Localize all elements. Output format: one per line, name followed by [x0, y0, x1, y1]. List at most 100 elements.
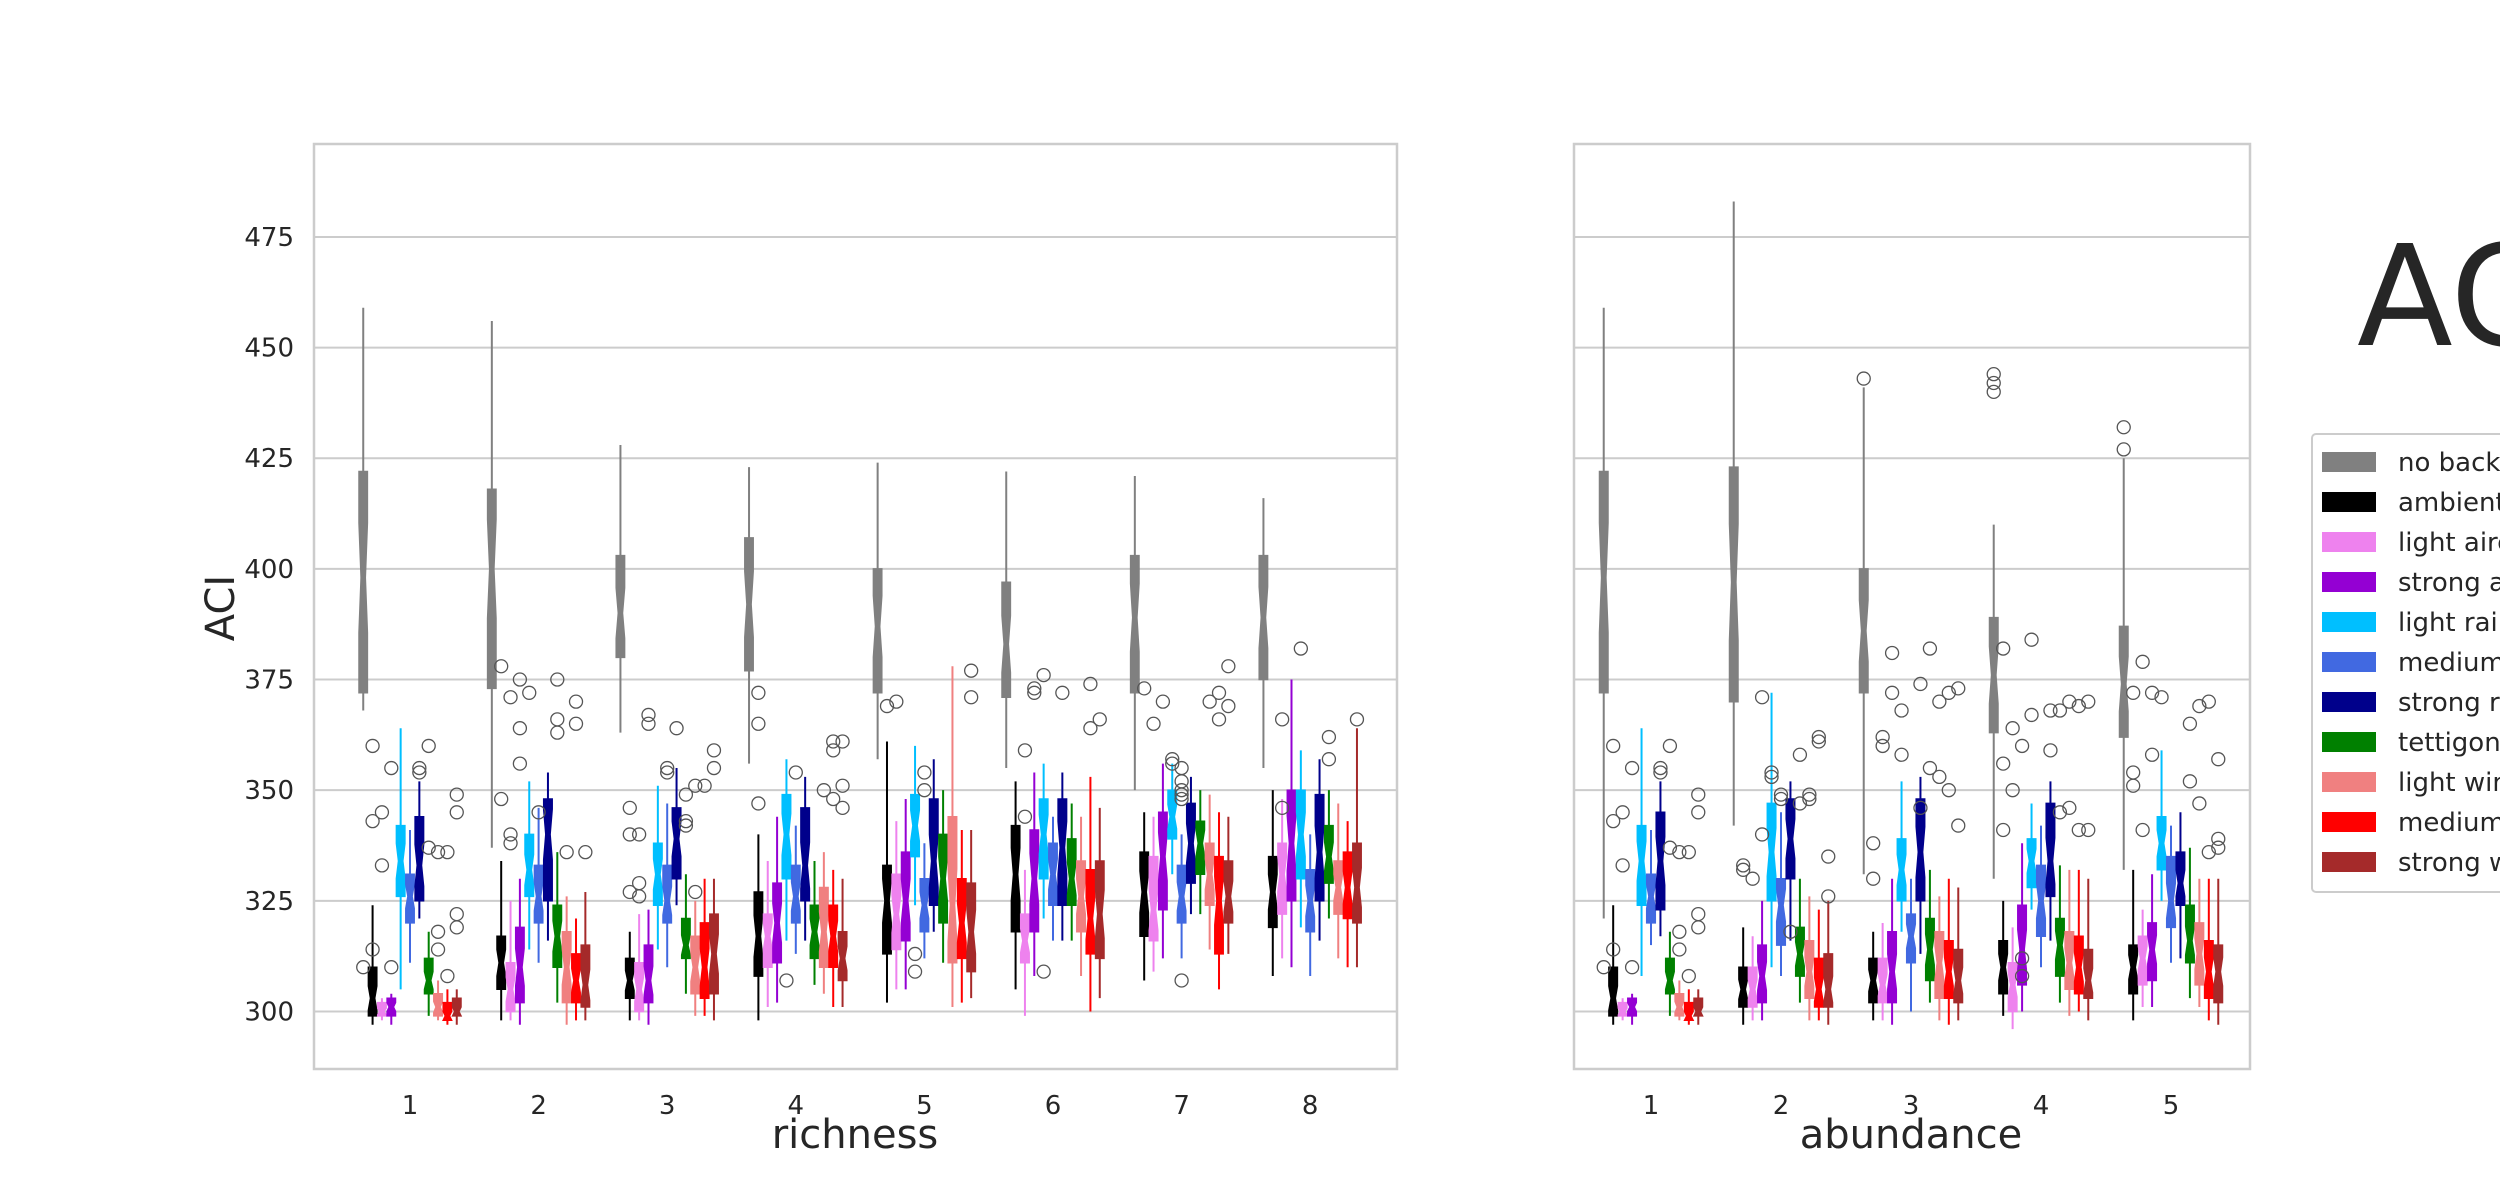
outlier-point	[365, 814, 380, 829]
outlier-point	[2201, 844, 2216, 860]
box	[1924, 917, 1935, 982]
outlier-point	[1681, 968, 1696, 984]
box	[1223, 860, 1234, 924]
box-no-background	[1258, 498, 1269, 769]
outlier-point	[917, 765, 932, 780]
outlier-point	[1691, 920, 1706, 935]
box-light-wind	[818, 852, 829, 994]
box-ambient	[1267, 790, 1278, 977]
box	[2118, 625, 2129, 738]
legend-label: no backg	[2398, 448, 2500, 478]
x-axis-label-richness: richness	[772, 1112, 939, 1158]
box	[561, 931, 572, 1004]
legend-swatch	[2322, 772, 2376, 792]
outlier-point	[440, 968, 455, 984]
outlier-point	[578, 844, 593, 860]
box	[395, 824, 406, 898]
box	[781, 793, 792, 880]
box	[947, 815, 958, 964]
outlier-point	[631, 889, 647, 904]
outlier-point	[678, 814, 694, 829]
x-tick-label: 4	[2033, 1091, 2050, 1121]
outlier-point	[1083, 721, 1098, 736]
box	[1066, 838, 1077, 906]
outlier-point	[2182, 774, 2198, 789]
box-light-aircraft	[376, 998, 387, 1021]
box	[514, 926, 525, 1004]
box-strong-rain	[1655, 781, 1666, 937]
box	[552, 904, 563, 968]
box	[624, 957, 635, 999]
box-light-aircraft	[2137, 909, 2148, 1008]
outlier-point	[816, 783, 832, 798]
outlier-point	[1773, 791, 1789, 807]
box-medium-rain	[919, 843, 930, 959]
box	[1214, 855, 1224, 955]
box	[1692, 997, 1704, 1017]
outlier-point	[1996, 641, 2011, 656]
box-strong-wind	[2213, 878, 2224, 1025]
outlier-point	[1165, 756, 1180, 771]
outlier-point	[503, 690, 518, 705]
outlier-point	[1736, 862, 1751, 877]
legend-label: medium	[2398, 648, 2500, 678]
outlier-point	[1615, 805, 1630, 820]
box	[643, 944, 654, 1004]
outlier-point	[1027, 685, 1042, 700]
outlier-point	[2182, 716, 2198, 731]
outlier-point	[1672, 942, 1687, 957]
plot-area	[314, 144, 1397, 1069]
outlier-point	[1913, 800, 1928, 816]
box	[2165, 855, 2177, 929]
box-light-rain	[395, 728, 406, 990]
box	[1617, 1001, 1628, 1017]
outlier-point	[1802, 791, 1817, 807]
box	[1185, 802, 1196, 884]
box	[1747, 966, 1758, 1008]
box-ambient	[1868, 931, 1879, 1021]
outlier-point	[2043, 743, 2058, 758]
box-ambient	[1738, 927, 1749, 1025]
x-tick-label: 1	[1643, 1091, 1660, 1121]
outlier-point	[2005, 783, 2020, 798]
outlier-point	[1321, 729, 1337, 745]
box	[376, 1001, 387, 1017]
outlier-point	[2071, 698, 2086, 714]
box-light-rain	[2026, 803, 2037, 910]
box	[1757, 944, 1768, 1004]
outlier-point	[2071, 822, 2086, 838]
box	[1286, 789, 1297, 902]
box-tettigonia	[809, 860, 820, 985]
box-no-background	[1001, 471, 1012, 769]
outlier-point	[1884, 645, 1900, 661]
outlier-point	[1349, 712, 1365, 727]
box	[2203, 939, 2214, 999]
box	[753, 891, 764, 977]
box	[1598, 470, 1609, 694]
box-medium-wind	[1683, 989, 1695, 1025]
outlier-point	[826, 734, 841, 749]
outlier-point	[907, 964, 923, 979]
outlier-point	[1036, 964, 1051, 979]
box-light-aircraft	[1148, 816, 1159, 972]
box	[386, 997, 397, 1017]
outlier-point	[1653, 765, 1668, 780]
box-light-aircraft	[891, 821, 902, 990]
outlier-point	[917, 783, 932, 798]
outlier-point	[826, 791, 841, 807]
box-strong-wind	[966, 830, 977, 999]
box	[1029, 829, 1040, 933]
legend-swatch	[2322, 532, 2376, 552]
box-strong-wind	[837, 878, 848, 1008]
box-strong-rain	[1057, 772, 1068, 941]
box	[2137, 935, 2148, 986]
outlier-point	[2126, 685, 2141, 700]
box-no-background	[1598, 307, 1609, 919]
box-light-wind	[1076, 816, 1087, 977]
box-strong-wind	[1223, 816, 1234, 954]
outlier-point	[1017, 743, 1033, 758]
box-no-background	[744, 467, 754, 764]
outlier-point	[622, 800, 637, 816]
plot-frame	[312, 142, 1399, 1071]
outlier-point	[1321, 752, 1337, 767]
